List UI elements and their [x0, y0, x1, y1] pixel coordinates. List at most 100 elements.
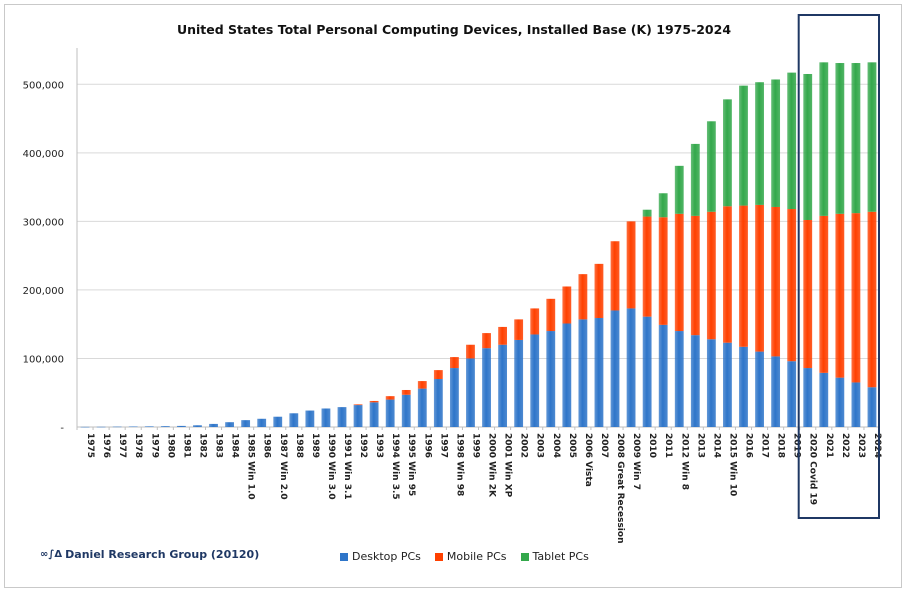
x-tick-label: 2001 Win XP	[503, 433, 513, 498]
bar-desktop	[466, 358, 475, 427]
bar-desktop	[128, 426, 138, 428]
legend-label-mobile: Mobile PCs	[446, 550, 507, 563]
bar-mobile	[771, 206, 781, 357]
x-tick-label: 1997	[438, 433, 448, 458]
x-tick-label: 2017	[760, 433, 770, 458]
bar-desktop	[273, 416, 283, 427]
bar-mobile	[530, 308, 540, 335]
x-tick-label: 2021	[824, 433, 834, 458]
bar-mobile	[401, 389, 411, 395]
x-tick-label: 1980	[165, 433, 175, 458]
bar-mobile	[449, 357, 459, 369]
x-tick-label: 1981	[181, 433, 191, 458]
x-tick-label: 1985 Win 1.0	[246, 433, 256, 500]
bar-desktop	[771, 356, 781, 427]
bar-desktop	[176, 425, 186, 427]
x-tick-label: 1986	[262, 433, 272, 458]
bar-tablet	[690, 143, 700, 216]
bar-desktop	[321, 408, 331, 427]
x-tick-label: 1990 Win 3.0	[326, 433, 336, 500]
x-tick-label: 2005	[567, 433, 577, 458]
x-tick-label: 2013	[695, 433, 705, 458]
bar-tablet	[771, 79, 781, 207]
x-tick-label: 2014	[711, 433, 721, 458]
legend-swatch-tablet	[520, 552, 529, 561]
bar-mobile	[562, 286, 572, 324]
bar-mobile	[353, 404, 363, 406]
x-tick-label: 2007	[599, 433, 609, 458]
x-tick-label: 2012 Win 8	[679, 433, 689, 490]
legend-label-desktop: Desktop PCs	[352, 550, 421, 563]
bar-desktop	[642, 316, 652, 427]
bar-tablet	[739, 85, 748, 206]
x-tick-label: 1984	[230, 433, 240, 458]
y-tick-label: 400,000	[23, 149, 64, 160]
x-tick-label: 1988	[294, 433, 304, 458]
bar-desktop	[498, 344, 508, 427]
x-tick-label: 1987 Win 2.0	[278, 433, 288, 500]
legend-swatch-desktop	[340, 552, 348, 561]
bar-mobile	[723, 206, 732, 343]
bar-tablet	[658, 193, 668, 218]
bar-desktop	[658, 324, 668, 427]
credit-line: ∞∫Δ Daniel Research Group (20120)	[40, 548, 259, 561]
x-tick-label: 2019	[792, 433, 802, 458]
bar-tablet	[867, 62, 877, 212]
x-tick-label: 2008 Great Recession	[615, 433, 625, 543]
x-tick-label: 1995 Win 95	[406, 433, 416, 496]
x-tick-label: 2023	[856, 433, 866, 458]
bar-mobile	[674, 213, 684, 332]
x-tick-label: 2003	[535, 433, 545, 458]
bar-mobile	[546, 298, 556, 332]
bar-desktop	[739, 346, 748, 427]
x-tick-label: 1976	[101, 433, 111, 458]
bar-mobile	[626, 221, 636, 309]
bar-desktop	[353, 405, 363, 427]
bar-mobile	[658, 217, 668, 325]
bar-desktop	[851, 382, 861, 427]
legend-label-tablet: Tablet PCs	[532, 550, 589, 563]
bar-desktop	[610, 310, 620, 427]
bar-desktop	[241, 420, 251, 427]
bar-desktop	[385, 399, 395, 427]
y-tick-label: 300,000	[23, 217, 64, 228]
bar-tablet	[851, 63, 861, 214]
bar-desktop	[209, 423, 218, 427]
x-tick-label: 1996	[422, 433, 432, 458]
bar-desktop	[401, 394, 411, 427]
bar-desktop	[193, 425, 202, 427]
x-tick-label: 1998 Win 98	[454, 433, 464, 496]
bar-desktop	[112, 426, 122, 428]
bar-desktop	[787, 361, 797, 427]
x-tick-label: 1991 Win 3.1	[342, 433, 352, 500]
bar-mobile	[594, 263, 604, 319]
bar-desktop	[594, 318, 604, 427]
bar-mobile	[787, 209, 797, 362]
bar-tablet	[706, 121, 716, 212]
y-tick-label: 200,000	[23, 286, 64, 297]
x-tick-label: 2011	[663, 433, 673, 458]
bar-desktop	[144, 426, 154, 427]
x-tick-label: 1982	[197, 433, 207, 458]
bar-tablet	[819, 62, 829, 216]
bar-mobile	[690, 215, 700, 336]
chart-title: United States Total Personal Computing D…	[176, 22, 732, 37]
bar-tablet	[642, 209, 652, 217]
x-tick-label: 1992	[358, 433, 368, 458]
bar-desktop	[803, 368, 813, 427]
x-tick-label: 2000 Win 2K	[487, 433, 497, 498]
bar-mobile	[369, 400, 379, 403]
bar-desktop	[578, 319, 588, 427]
x-tick-label: 1994 Win 3.5	[390, 433, 400, 500]
x-tick-label: 2002	[519, 433, 529, 458]
x-tick-label: 2006 Vista	[583, 433, 593, 487]
bar-mobile	[803, 219, 813, 369]
bar-tablet	[674, 165, 684, 214]
y-tick-label: 500,000	[23, 80, 64, 91]
bar-mobile	[867, 211, 877, 388]
bar-mobile	[482, 333, 491, 349]
bar-desktop	[96, 426, 106, 428]
chart-frame	[4, 4, 902, 588]
credit-text: Daniel Research Group (20120)	[65, 548, 260, 561]
